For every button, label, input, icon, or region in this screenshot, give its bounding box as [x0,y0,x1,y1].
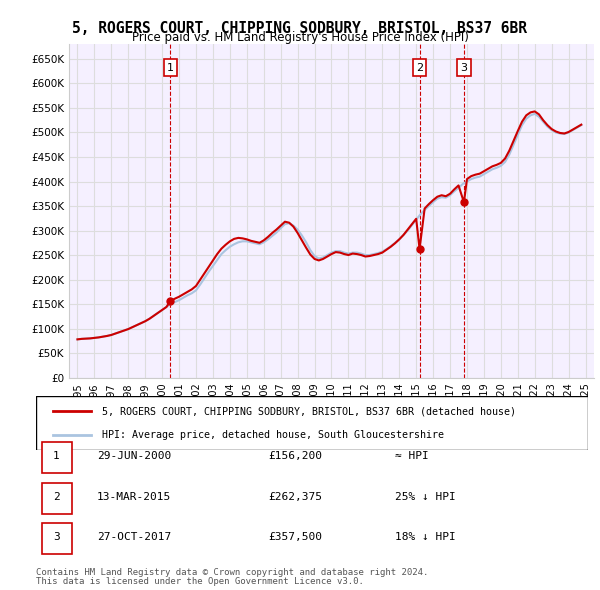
Text: 18% ↓ HPI: 18% ↓ HPI [395,532,455,542]
Text: 5, ROGERS COURT, CHIPPING SODBURY, BRISTOL, BS37 6BR (detached house): 5, ROGERS COURT, CHIPPING SODBURY, BRIST… [102,407,516,417]
Text: 5, ROGERS COURT, CHIPPING SODBURY, BRISTOL, BS37 6BR: 5, ROGERS COURT, CHIPPING SODBURY, BRIST… [73,21,527,35]
Text: 29-JUN-2000: 29-JUN-2000 [97,451,171,461]
FancyBboxPatch shape [41,442,72,473]
Text: HPI: Average price, detached house, South Gloucestershire: HPI: Average price, detached house, Sout… [102,430,444,440]
Text: 25% ↓ HPI: 25% ↓ HPI [395,492,455,502]
Text: 3: 3 [460,63,467,73]
Text: 1: 1 [53,451,60,461]
Text: ≈ HPI: ≈ HPI [395,451,428,461]
FancyBboxPatch shape [41,523,72,554]
Text: 2: 2 [416,63,423,73]
Text: 1: 1 [167,63,174,73]
Text: £156,200: £156,200 [268,451,322,461]
Text: £357,500: £357,500 [268,532,322,542]
FancyBboxPatch shape [36,396,588,450]
Text: 2: 2 [53,492,60,502]
Text: Price paid vs. HM Land Registry's House Price Index (HPI): Price paid vs. HM Land Registry's House … [131,31,469,44]
Text: 27-OCT-2017: 27-OCT-2017 [97,532,171,542]
FancyBboxPatch shape [41,483,72,514]
Text: Contains HM Land Registry data © Crown copyright and database right 2024.: Contains HM Land Registry data © Crown c… [36,568,428,576]
Text: 13-MAR-2015: 13-MAR-2015 [97,492,171,502]
Text: 3: 3 [53,532,60,542]
Text: This data is licensed under the Open Government Licence v3.0.: This data is licensed under the Open Gov… [36,577,364,586]
Text: £262,375: £262,375 [268,492,322,502]
